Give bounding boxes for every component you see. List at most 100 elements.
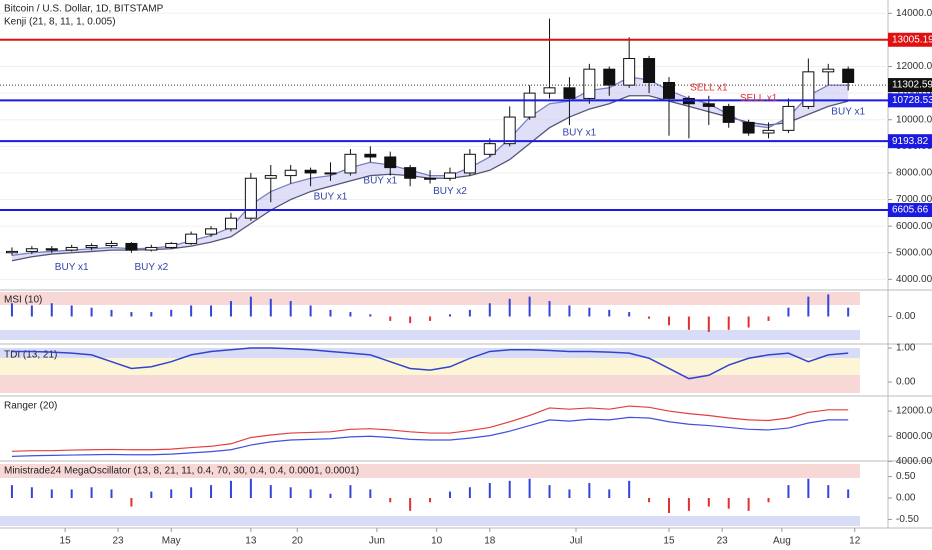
last-price-label: 11302.59 [892, 80, 932, 91]
bar [190, 487, 193, 498]
candle-body [344, 153, 357, 174]
bar [130, 312, 133, 317]
bar [329, 493, 332, 498]
bar [488, 483, 491, 498]
candle-body [404, 167, 417, 179]
pane-title: TDI (13, 21) [4, 350, 57, 361]
bar [827, 294, 830, 317]
bar [269, 485, 272, 498]
candle-body [662, 81, 675, 99]
chart-title: Bitcoin / U.S. Dollar, 1D, BITSTAMP [4, 4, 164, 15]
bar [150, 491, 153, 498]
candle-body [463, 153, 476, 174]
y-tick-label: 4000.00 [896, 274, 932, 285]
bar [130, 498, 133, 507]
candle-body [722, 105, 735, 123]
candle-body [702, 103, 715, 107]
x-tick-label: 10 [431, 536, 443, 547]
bar [349, 312, 352, 317]
pane-title: Ministrade24 MegaOscillator (13, 8, 21, … [4, 466, 359, 477]
bar [429, 498, 432, 503]
osc-lower-zone [0, 516, 860, 526]
bar [528, 296, 531, 317]
bar [10, 303, 13, 317]
bar [249, 296, 252, 317]
candle-body [762, 129, 775, 134]
y-tick-label: 6000.00 [896, 221, 932, 232]
indicator-label: Kenji (21, 8, 11, 1, 0.005) [4, 17, 116, 28]
bar [369, 489, 372, 498]
bar [747, 316, 750, 328]
candle-body [264, 175, 277, 179]
bar [170, 489, 173, 498]
bar [429, 316, 432, 321]
osc-upper-zone [0, 464, 860, 478]
candle-body [85, 245, 98, 248]
candle-body [165, 242, 178, 248]
bar [847, 489, 850, 498]
candle-body [623, 58, 636, 86]
bar [568, 305, 571, 317]
bar [847, 307, 850, 317]
bar [767, 498, 770, 503]
bar [707, 316, 710, 332]
y-tick-label: -0.50 [896, 514, 919, 525]
candle-body [384, 156, 397, 169]
bar [468, 309, 471, 317]
y-tick-label: 14000.00 [896, 8, 932, 19]
level-tag [888, 32, 932, 47]
level-tag [888, 93, 932, 108]
bar [30, 305, 33, 317]
bar [90, 487, 93, 498]
bar [329, 309, 332, 317]
candle-body [483, 143, 496, 155]
bar [170, 309, 173, 317]
signal-label: BUY x1 [831, 106, 865, 117]
bar [508, 298, 511, 317]
tdi-lower-zone [0, 375, 860, 393]
bar [30, 487, 33, 498]
bar [667, 498, 670, 513]
y-tick-label: 7000.00 [896, 194, 932, 205]
bar [70, 305, 73, 317]
level-label: 10728.53 [892, 95, 932, 106]
candle-body [583, 68, 596, 99]
candle-body [284, 169, 297, 177]
bar [628, 312, 631, 317]
bar [309, 489, 312, 498]
bar [787, 485, 790, 498]
bar [648, 316, 651, 319]
y-tick-label: 11000.00 [896, 88, 932, 99]
x-tick-label: 18 [484, 536, 496, 547]
line-series [11, 405, 849, 452]
msi-lower-zone [0, 330, 860, 340]
signal-label: SELL x1 [740, 93, 778, 104]
level-tag [888, 134, 932, 149]
candle-body [742, 121, 755, 134]
bar [468, 487, 471, 498]
x-tick-label: 23 [717, 536, 729, 547]
bar [389, 316, 392, 321]
bar [807, 296, 810, 317]
tdi-upper-zone [0, 348, 860, 358]
candle-body [185, 233, 198, 244]
last-price-tag [888, 78, 932, 93]
bar [110, 309, 113, 317]
pane-title: Ranger (20) [4, 401, 57, 412]
signal-label: BUY x1 [314, 192, 348, 203]
bar [508, 480, 511, 498]
candle-body [822, 68, 835, 73]
y-tick-label: 0.50 [896, 471, 916, 482]
signal-label: SELL x1 [690, 82, 728, 93]
bar [787, 307, 790, 317]
bar [229, 301, 232, 317]
bar [528, 478, 531, 498]
x-tick-label: Jun [369, 536, 385, 547]
signal-label: BUY x1 [363, 176, 397, 187]
bar [608, 489, 611, 498]
candle-body [364, 153, 377, 158]
y-tick-label: 10000.00 [896, 114, 932, 125]
bar [588, 483, 591, 498]
bar [588, 307, 591, 317]
pane-title: MSI (10) [4, 295, 42, 306]
